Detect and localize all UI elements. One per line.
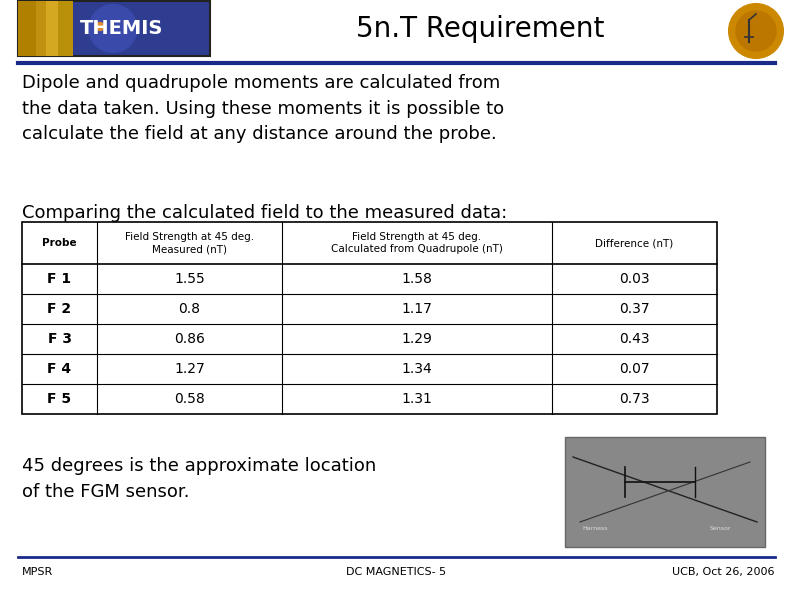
Text: 1.55: 1.55 bbox=[174, 272, 205, 286]
Text: Sensor: Sensor bbox=[710, 526, 731, 531]
Text: 0.43: 0.43 bbox=[619, 332, 649, 346]
FancyBboxPatch shape bbox=[18, 1, 58, 56]
Circle shape bbox=[96, 23, 104, 31]
Text: F 5: F 5 bbox=[48, 392, 71, 406]
FancyBboxPatch shape bbox=[18, 1, 46, 56]
Text: Difference (nT): Difference (nT) bbox=[596, 238, 674, 248]
Text: F 2: F 2 bbox=[48, 302, 71, 316]
Text: Dipole and quadrupole moments are calculated from
the data taken. Using these mo: Dipole and quadrupole moments are calcul… bbox=[22, 74, 505, 143]
Text: THEMIS: THEMIS bbox=[80, 19, 164, 38]
Circle shape bbox=[89, 4, 137, 53]
Text: Field Strength at 45 deg.
Calculated from Quadrupole (nT): Field Strength at 45 deg. Calculated fro… bbox=[331, 232, 503, 254]
Text: 1.29: 1.29 bbox=[402, 332, 432, 346]
Text: 0.8: 0.8 bbox=[178, 302, 200, 316]
Text: 0.37: 0.37 bbox=[619, 302, 649, 316]
Text: 0.58: 0.58 bbox=[174, 392, 205, 406]
Text: DC MAGNETICS- 5: DC MAGNETICS- 5 bbox=[346, 567, 446, 577]
Text: MPSR: MPSR bbox=[22, 567, 53, 577]
Text: F 4: F 4 bbox=[48, 362, 71, 376]
Text: 1.17: 1.17 bbox=[402, 302, 432, 316]
Text: 0.86: 0.86 bbox=[174, 332, 205, 346]
Text: 0.03: 0.03 bbox=[619, 272, 649, 286]
Text: 0.07: 0.07 bbox=[619, 362, 649, 376]
Text: 45 degrees is the approximate location
of the FGM sensor.: 45 degrees is the approximate location o… bbox=[22, 457, 376, 501]
Text: 1.34: 1.34 bbox=[402, 362, 432, 376]
Circle shape bbox=[736, 11, 776, 51]
Text: Probe: Probe bbox=[42, 238, 77, 248]
Text: Harness: Harness bbox=[582, 526, 607, 531]
Circle shape bbox=[729, 4, 783, 58]
Text: UCB, Oct 26, 2006: UCB, Oct 26, 2006 bbox=[672, 567, 775, 577]
FancyBboxPatch shape bbox=[22, 222, 717, 414]
Text: 1.27: 1.27 bbox=[174, 362, 205, 376]
Text: 0.73: 0.73 bbox=[619, 392, 649, 406]
FancyBboxPatch shape bbox=[18, 1, 210, 56]
FancyBboxPatch shape bbox=[18, 1, 73, 56]
Text: Field Strength at 45 deg.
Measured (nT): Field Strength at 45 deg. Measured (nT) bbox=[125, 232, 254, 254]
FancyBboxPatch shape bbox=[18, 1, 36, 56]
Text: Comparing the calculated field to the measured data:: Comparing the calculated field to the me… bbox=[22, 204, 507, 222]
Text: F 1: F 1 bbox=[48, 272, 71, 286]
FancyBboxPatch shape bbox=[565, 437, 765, 547]
Text: 1.31: 1.31 bbox=[402, 392, 432, 406]
Text: 1.58: 1.58 bbox=[402, 272, 432, 286]
Text: F 3: F 3 bbox=[48, 332, 71, 346]
Text: 5n.T Requirement: 5n.T Requirement bbox=[356, 15, 604, 43]
